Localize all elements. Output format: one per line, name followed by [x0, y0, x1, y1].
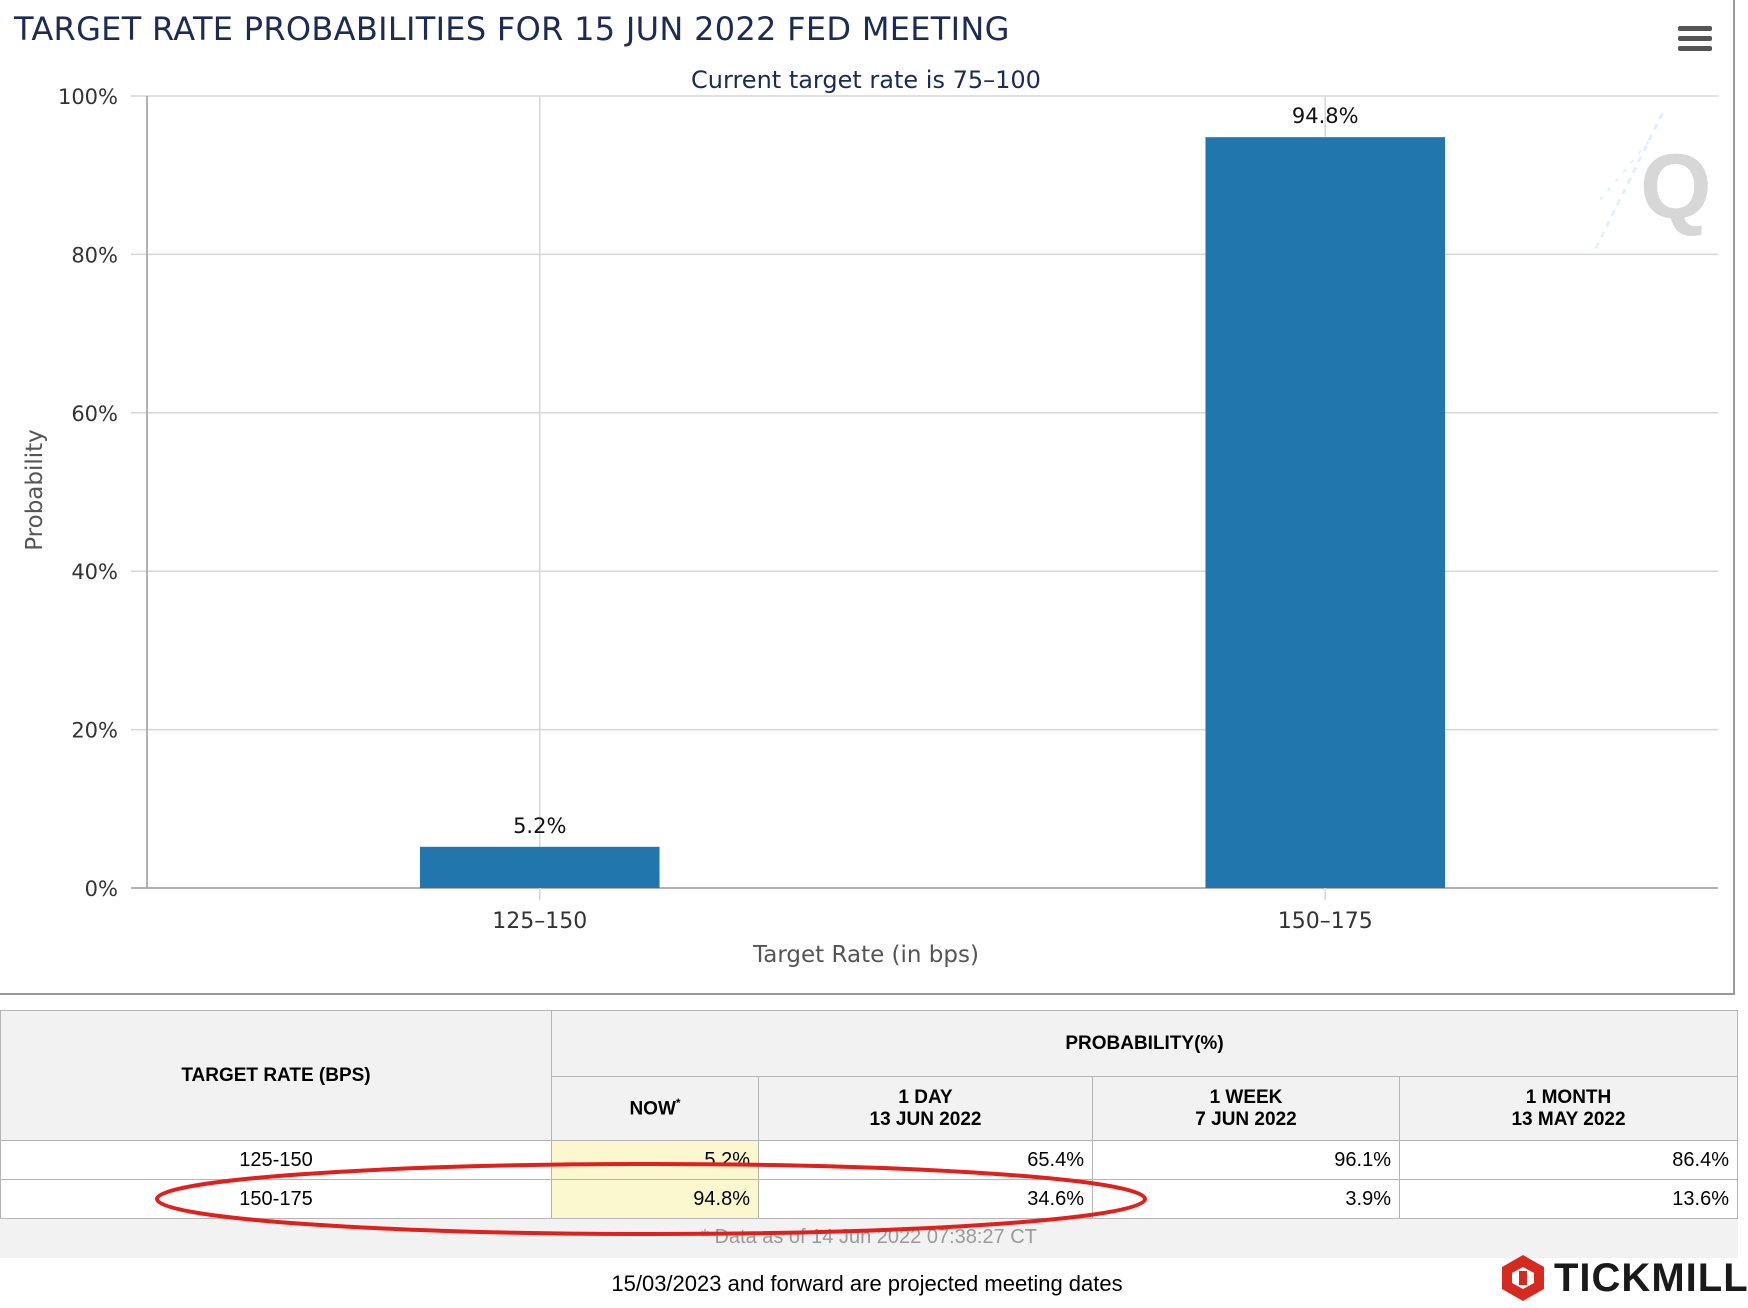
x-axis-title: Target Rate (in bps): [752, 942, 979, 968]
chart-subtitle: Current target rate is 75–100: [691, 66, 1041, 94]
probability-table: TARGET RATE (BPS) PROBABILITY(%) NOW* 1 …: [0, 1010, 1738, 1219]
table-row: 125-150 5.2% 65.4% 96.1% 86.4%: [0, 1140, 1738, 1180]
y-tick-label: 20%: [71, 719, 118, 743]
now-cell: 94.8%: [551, 1179, 759, 1219]
tickmill-logo-text: TICKMILL: [1554, 1255, 1748, 1300]
tickmill-logo-icon: [1502, 1255, 1544, 1301]
data-label: 94.8%: [1292, 104, 1359, 128]
month-cell: 86.4%: [1399, 1140, 1738, 1180]
header-target-rate: TARGET RATE (BPS): [0, 1010, 552, 1141]
header-now: NOW*: [551, 1076, 759, 1141]
y-tick-label: 0%: [85, 877, 118, 901]
header-1-month: 1 MONTH 13 MAY 2022: [1399, 1076, 1738, 1141]
bar-chart: Q 0% 20% 40% 60% 80% 100% 125–150 150–175 5.2% 94…: [22, 66, 1718, 968]
projected-dates-note: 15/03/2023 and forward are projected mee…: [611, 1271, 1123, 1296]
month-cell: 13.6%: [1399, 1179, 1738, 1219]
week-cell: 3.9%: [1092, 1179, 1400, 1219]
hamburger-icon: [1678, 26, 1712, 31]
bar: [1205, 137, 1446, 888]
data-timestamp-note: * Data as of 14 Jun 2022 07:38:27 CT: [701, 1226, 1037, 1248]
chart-title: TARGET RATE PROBABILITIES FOR 15 JUN 202…: [14, 10, 1010, 48]
header-probability: PROBABILITY(%): [551, 1010, 1738, 1077]
watermark-letter: Q: [1640, 136, 1712, 238]
x-tick-label: 125–150: [492, 909, 587, 934]
now-cell: 5.2%: [551, 1140, 759, 1180]
bar: [419, 846, 660, 888]
watermark-logo: Q: [1594, 109, 1712, 249]
chart-menu-button[interactable]: [1678, 26, 1712, 54]
axis-labels: 0% 20% 40% 60% 80% 100% 125–150 150–175 5.2% 94.8…: [58, 85, 1373, 934]
y-tick-label: 100%: [58, 85, 118, 109]
chart-panel: Q 0% 20% 40% 60% 80% 100% 125–150 150–175 5.2% 94…: [0, 0, 1735, 995]
day-cell: 34.6%: [758, 1179, 1093, 1219]
rate-cell: 150-175: [0, 1179, 552, 1219]
watermark-streaks: [1594, 109, 1666, 249]
y-axis-title: Probability: [22, 429, 48, 551]
probability-table-panel: TARGET RATE (BPS) PROBABILITY(%) NOW* 1 …: [0, 1010, 1738, 1258]
y-tick-label: 40%: [71, 560, 118, 584]
data-label: 5.2%: [513, 814, 566, 838]
week-cell: 96.1%: [1092, 1140, 1400, 1180]
tickmill-logo: TICKMILL: [1500, 1250, 1748, 1306]
y-tick-label: 80%: [71, 243, 118, 267]
header-1-week: 1 WEEK 7 JUN 2022: [1092, 1076, 1400, 1141]
table-row: 150-175 94.8% 34.6% 3.9% 13.6%: [0, 1179, 1738, 1219]
gridlines: [131, 95, 1718, 900]
day-cell: 65.4%: [758, 1140, 1093, 1180]
bars: [419, 137, 1446, 888]
header-1-day: 1 DAY 13 JUN 2022: [758, 1076, 1093, 1141]
x-tick-label: 150–175: [1278, 909, 1373, 934]
y-tick-label: 60%: [71, 402, 118, 426]
rate-cell: 125-150: [0, 1140, 552, 1180]
